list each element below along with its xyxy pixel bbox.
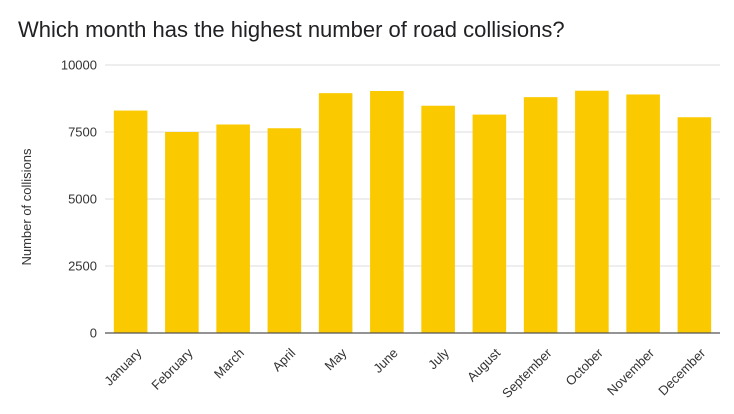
chart-title: Which month has the highest number of ro… [18,17,565,42]
bar-october [575,90,609,333]
x-tick-label: November [604,345,657,398]
y-tick-label: 0 [90,326,97,341]
bar-july [421,105,455,334]
x-tick-label: June [370,345,401,376]
x-tick-label: October [562,345,606,389]
bar-january [113,110,148,333]
bar-may [318,93,353,333]
bar-february [165,132,199,333]
y-tick-label: 7500 [68,125,97,140]
y-axis-ticks: 0 2500 5000 7500 10000 [61,58,97,341]
bars [113,90,712,334]
y-tick-label: 10000 [61,58,97,73]
y-tick-label: 5000 [68,192,97,207]
x-tick-label: March [211,345,247,381]
x-tick-label: July [425,345,452,372]
bar-november [626,94,660,333]
x-tick-label: December [655,345,708,398]
x-tick-label: February [148,345,196,393]
y-axis-title: Number of collisions [19,148,34,266]
bar-march [216,124,250,333]
bar-april [267,128,302,333]
bar-june [370,90,404,333]
x-tick-label: May [322,345,350,373]
x-tick-label: January [101,345,145,389]
y-tick-label: 2500 [68,259,97,274]
bar-august [472,114,507,333]
x-tick-label: August [464,345,503,384]
gridlines [105,64,720,267]
x-axis-ticks: January February March April May June July Augu… [101,345,709,401]
bar-december [677,117,712,333]
x-tick-label: April [269,345,298,374]
bar-september [523,97,558,333]
x-tick-label: September [499,345,555,401]
